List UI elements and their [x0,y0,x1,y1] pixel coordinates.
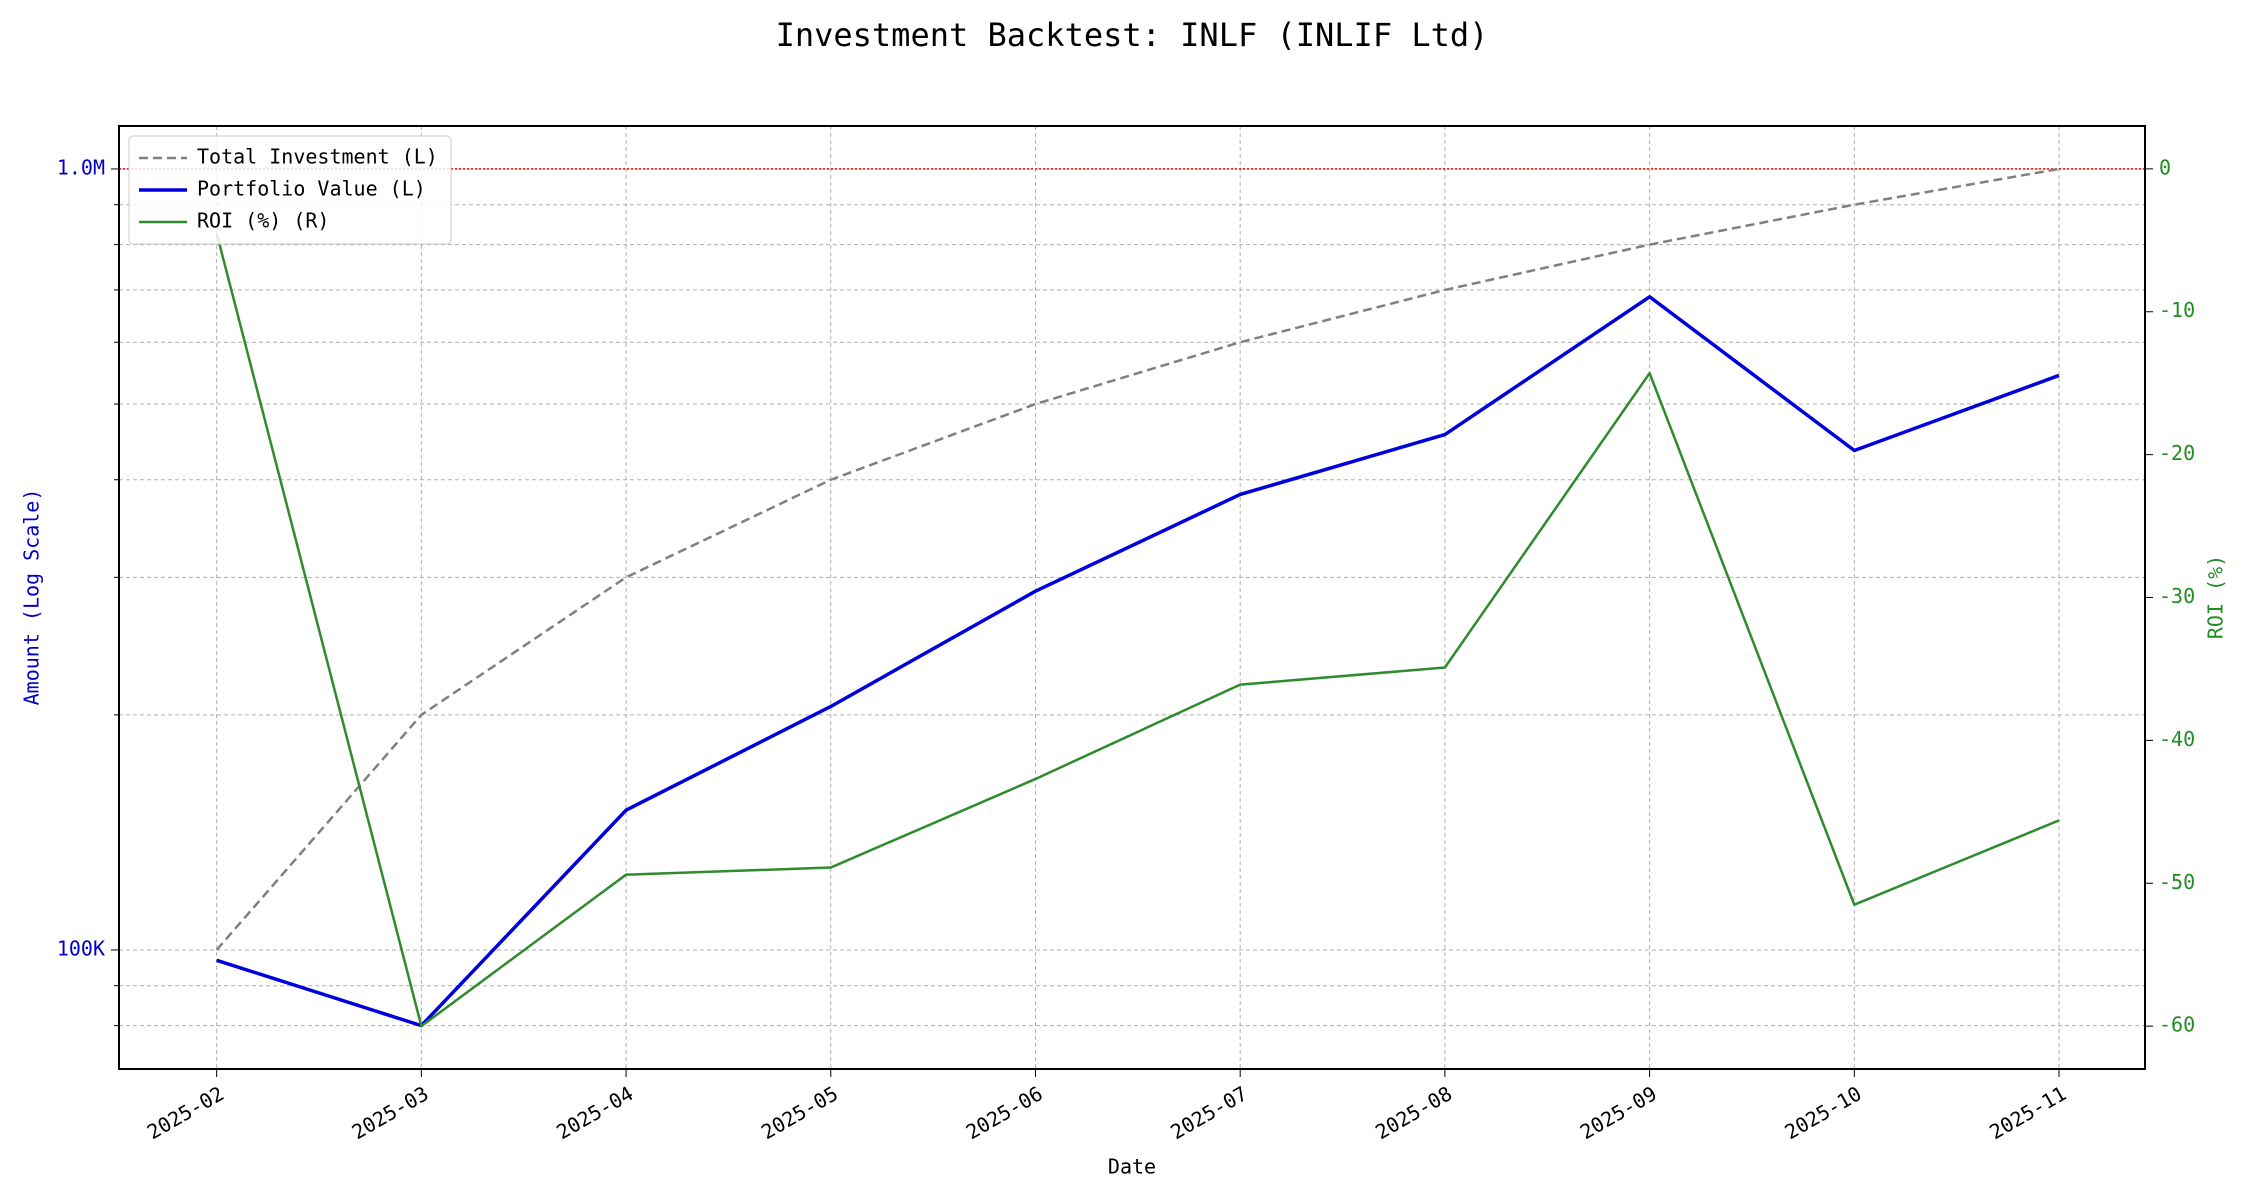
y-tick-label: 1.0M [57,155,105,179]
x-tick-label: 2025-05 [757,1081,842,1144]
x-axis-label: Date [1108,1155,1156,1179]
y2-tick-label: -40 [2159,727,2195,751]
y2-tick-label: -50 [2159,870,2195,894]
series-line [215,232,2060,1028]
y-tick-label: 100K [57,936,105,960]
x-tick-label: 2025-08 [1371,1081,1456,1144]
x-tick-label: 2025-09 [1576,1081,1661,1144]
y2-tick-label: -30 [2159,584,2195,608]
y-axis-label: Amount (Log Scale) [20,489,44,706]
plot-frame [118,125,2146,1070]
legend-box [128,135,452,245]
legend-label: Portfolio Value (L) [197,177,426,201]
y2-tick-label: 0 [2159,155,2171,179]
x-tick-label: 2025-10 [1781,1081,1866,1144]
legend-label: Total Investment (L) [197,145,438,169]
y2-tick-label: -10 [2159,298,2195,322]
x-tick-label: 2025-07 [1166,1081,1251,1144]
legend-label: ROI (%) (R) [197,209,329,233]
y2-tick-label: -60 [2159,1013,2195,1037]
x-tick-label: 2025-06 [962,1081,1047,1144]
chart-title: Investment Backtest: INLF (INLIF Ltd) [776,16,1489,54]
series-line [216,295,2060,1028]
x-tick-label: 2025-11 [1985,1081,2070,1144]
x-tick-label: 2025-02 [143,1081,228,1144]
series-line [215,167,2060,951]
x-tick-label: 2025-04 [552,1081,637,1144]
legend: Total Investment (L) Portfolio Value (L) R… [128,135,452,245]
x-tick-label: 2025-03 [348,1081,433,1144]
y2-tick-label: -20 [2159,441,2195,465]
y2-axis-label: ROI (%) [2204,555,2228,639]
